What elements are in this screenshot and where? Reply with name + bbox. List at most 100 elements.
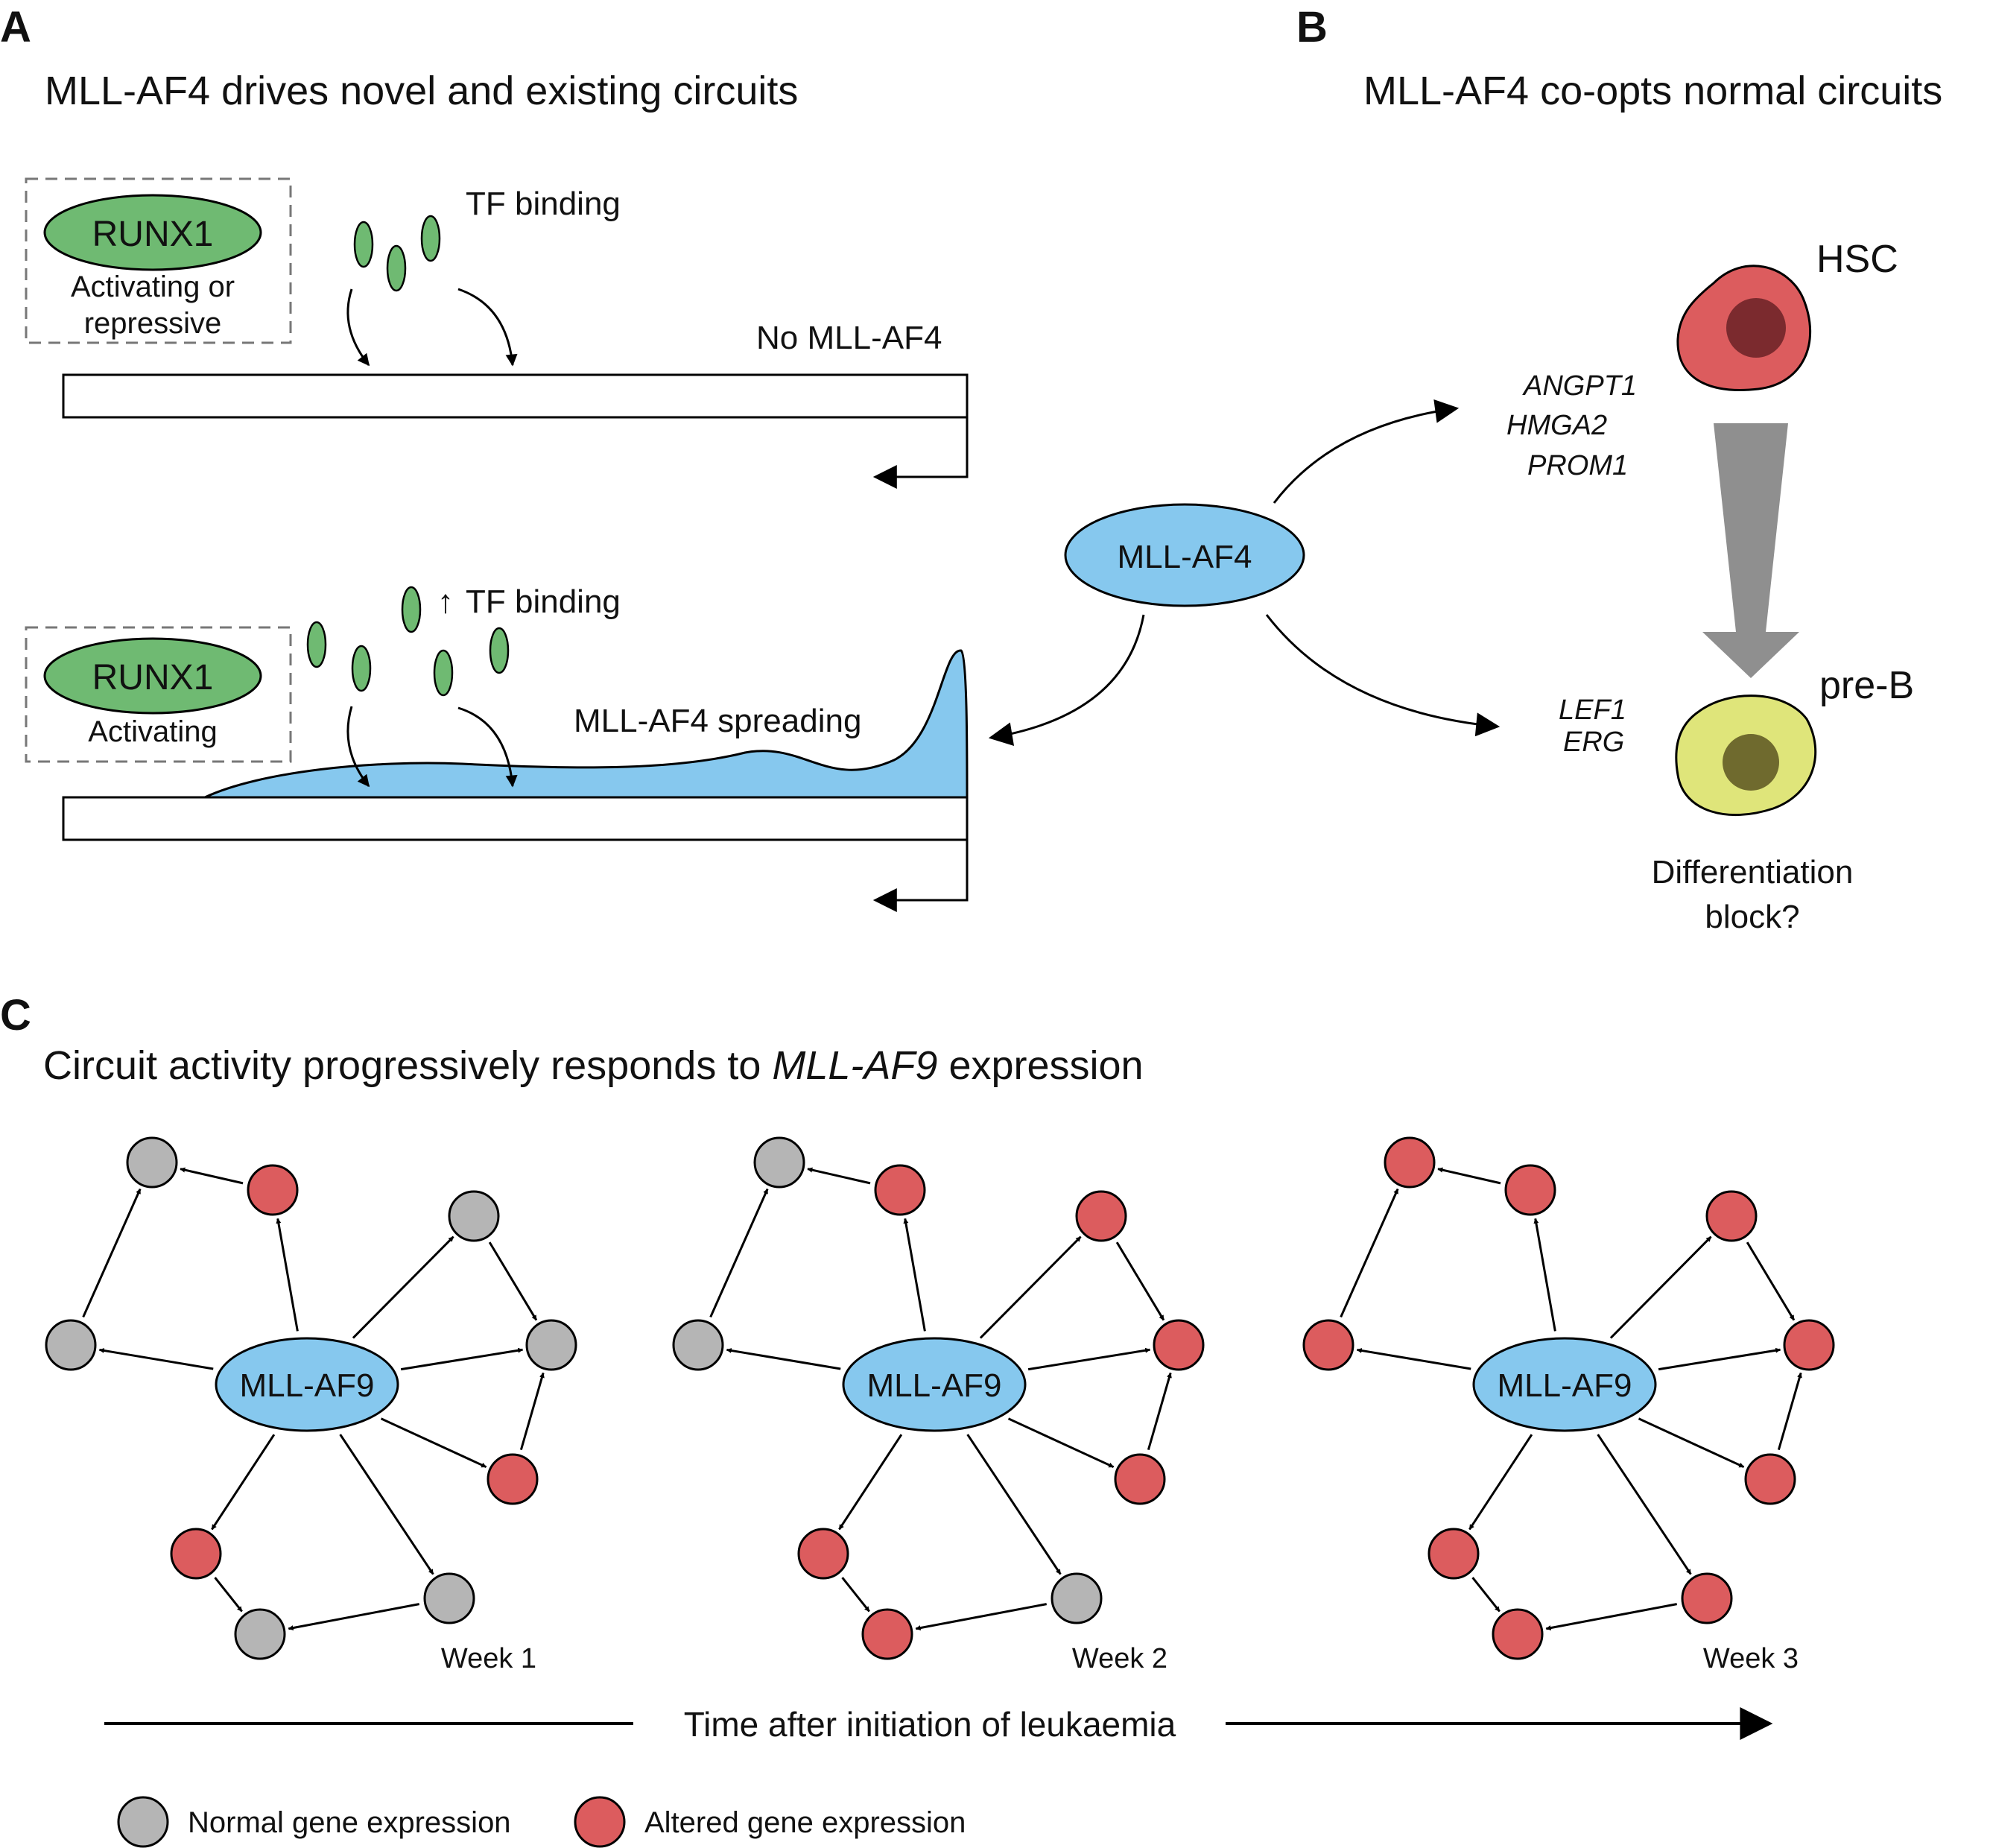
runx1-box-top (25, 177, 292, 344)
tf-arrow (346, 288, 370, 367)
network-edge (488, 1241, 538, 1321)
gene-bar-top (62, 373, 969, 419)
gene-node (170, 1528, 222, 1580)
tf-arrow (457, 706, 518, 788)
tf-oval (420, 215, 441, 262)
arrow-to-panel-a (988, 614, 1145, 747)
week-label: Week 2 (1072, 1643, 1167, 1674)
legend-normal-label: Normal gene expression (188, 1806, 511, 1839)
no-mll-label: No MLL-AF4 (756, 320, 942, 356)
network-edge (966, 1434, 1062, 1575)
network-edge (1746, 1241, 1796, 1321)
gene-node (423, 1572, 475, 1624)
gene-hmga2: HMGA2 (1506, 410, 1607, 441)
gene-node (874, 1164, 926, 1216)
mll-af9-hub (1472, 1337, 1657, 1432)
gene-node (1783, 1319, 1835, 1371)
panel-a-label: A (0, 3, 31, 51)
network-edge (1356, 1348, 1471, 1370)
legend-altered-label: Altered gene expression (644, 1806, 966, 1839)
gene-lef1: LEF1 (1559, 694, 1626, 726)
network-edge (1007, 1417, 1115, 1469)
gene-prom1: PROM1 (1527, 450, 1628, 481)
arrow-to-preb-genes (1265, 614, 1501, 737)
differentiation-block-2: block? (1705, 899, 1799, 935)
network-edge (1638, 1417, 1745, 1469)
gene-node (448, 1190, 500, 1242)
network-edge (400, 1347, 524, 1371)
tf-binding-bottom: TF binding (466, 583, 621, 620)
gene-node (234, 1608, 286, 1660)
mll-af9-hub-label: MLL-AF9 (1498, 1367, 1632, 1404)
network-edge (380, 1417, 487, 1469)
tf-oval (306, 621, 327, 668)
gene-bar-bottom (62, 796, 969, 841)
network-edge (903, 1218, 926, 1332)
tf-oval (401, 586, 422, 633)
network-edge (1027, 1347, 1151, 1371)
panel-c-title-post: expression (937, 1043, 1143, 1088)
runx1-desc-top-1: Activating or (71, 270, 235, 303)
hsc-nucleus (1726, 298, 1786, 358)
gene-erg: ERG (1563, 727, 1624, 758)
network-edge (180, 1167, 244, 1185)
timeline-label: Time after initiation of leukaemia (684, 1705, 1176, 1744)
gene-node (797, 1528, 849, 1580)
network-edge (276, 1218, 299, 1332)
network-edge (519, 1372, 545, 1451)
gene-node (672, 1319, 724, 1371)
mll-af9-hub-label: MLL-AF9 (240, 1367, 375, 1404)
runx1-desc-top-2: repressive (84, 307, 222, 340)
gene-node (1302, 1319, 1354, 1371)
gene-node (45, 1319, 97, 1371)
network-edge (288, 1603, 419, 1631)
panel-a: A MLL-AF4 drives novel and existing circ… (0, 3, 969, 912)
tf-oval (489, 627, 510, 674)
tf-oval (386, 244, 407, 292)
network-edge (838, 1434, 903, 1531)
panel-c-title-gene: MLL-AF9 (772, 1043, 937, 1088)
network-edge (214, 1577, 243, 1613)
runx1-label-bottom: RUNX1 (92, 658, 214, 697)
gene-angpt1: ANGPT1 (1522, 370, 1637, 402)
spreading-label: MLL-AF4 spreading (574, 703, 861, 739)
panel-b: B MLL-AF4 co-opts normal circuits MLL-AF… (988, 3, 1942, 935)
tss-arrow-top (872, 417, 969, 489)
runx1-box-bottom (25, 626, 292, 763)
panel-c-title-pre: Circuit activity progressively responds … (43, 1043, 772, 1088)
gene-node (753, 1136, 805, 1189)
network-edge (1147, 1372, 1172, 1451)
mll-af4-label: MLL-AF4 (1118, 539, 1252, 575)
gene-node (247, 1164, 299, 1216)
runx1-ellipse-top (43, 194, 262, 271)
gene-node (1504, 1164, 1556, 1216)
panel-c: C Circuit activity progressively respond… (0, 991, 1835, 1848)
preb-nucleus (1723, 734, 1779, 791)
panel-a-title: MLL-AF4 drives novel and existing circui… (45, 69, 798, 113)
gene-node (1492, 1608, 1544, 1660)
panel-c-title: Circuit activity progressively responds … (43, 1043, 1144, 1088)
tf-binding-top: TF binding (466, 186, 621, 222)
mll-af9-hub (215, 1337, 399, 1432)
tf-arrow (346, 706, 370, 788)
gene-node (1705, 1190, 1758, 1242)
network-edge (1340, 1188, 1399, 1318)
legend-altered-swatch (574, 1796, 626, 1848)
runx1-desc-bottom: Activating (88, 715, 217, 748)
week-label: Week 3 (1703, 1643, 1799, 1674)
gene-node (1075, 1190, 1127, 1242)
mll-af9-hub-label: MLL-AF9 (867, 1367, 1002, 1404)
network-edge (211, 1434, 276, 1531)
mll-af9-hub (842, 1337, 1027, 1432)
gene-node (1681, 1572, 1733, 1624)
network-edge (339, 1434, 434, 1575)
network-week-1: MLL-AF9 Week 1 (45, 1136, 577, 1674)
network-edge (1533, 1218, 1556, 1332)
week-label: Week 1 (441, 1643, 536, 1674)
gene-node (1744, 1453, 1796, 1505)
network-edge (1471, 1577, 1501, 1613)
network-edge (352, 1235, 454, 1339)
network-edge (1777, 1372, 1802, 1451)
network-edge (1597, 1434, 1692, 1575)
